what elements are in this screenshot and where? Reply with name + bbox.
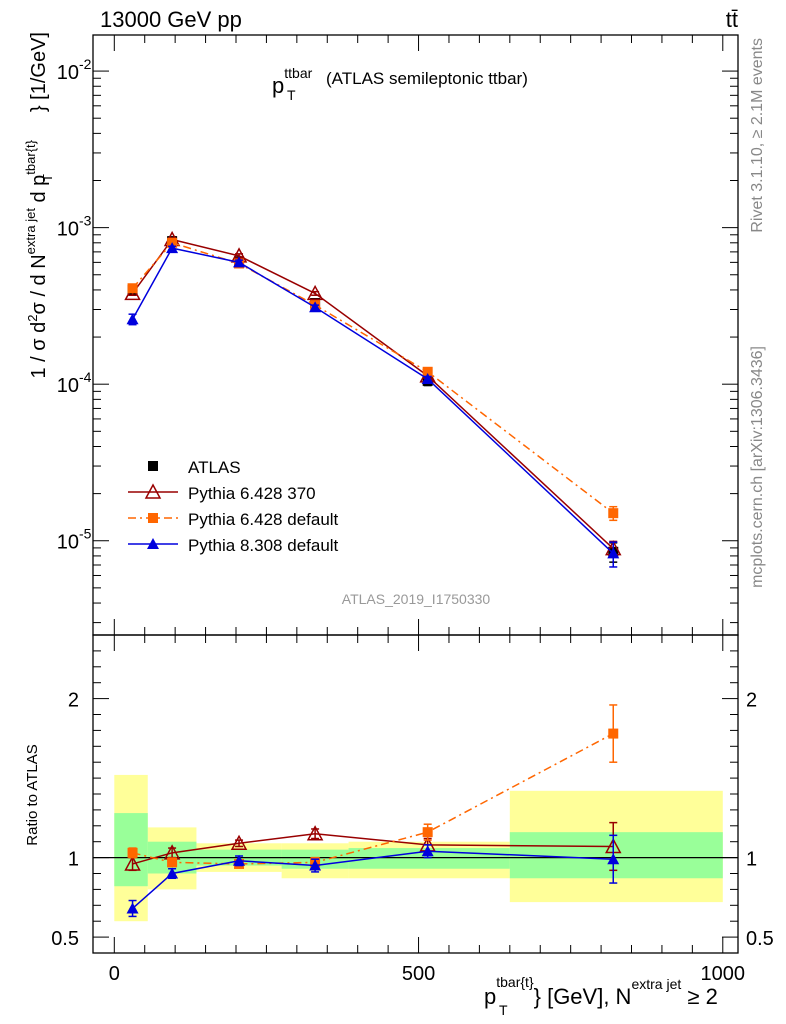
ratio-y-axis-label: Ratio to ATLAS [24, 744, 41, 845]
ratio-series-2-point [233, 854, 246, 866]
xlabel-end: ≥ 2 [681, 984, 718, 1009]
legend-marker [144, 483, 162, 499]
ylabel-c: 2 [25, 314, 40, 321]
x-axis-label: ptbar{t}} [GeV], Nextra jet ≥ 2 [484, 974, 718, 1009]
ratio-series-2-point [607, 853, 620, 865]
ratio-series-2-line [132, 850, 614, 910]
ratio-y-tick-label-right: 2 [746, 690, 757, 712]
ratio-series-0-point [124, 855, 141, 871]
analysis-label: ATLAS_2019_I1750330 [342, 591, 491, 607]
xlabel-sup: tbar{t} [496, 974, 534, 990]
ratio-series-1-point [167, 857, 178, 868]
ratio-band-green [509, 832, 723, 879]
main-series-3-point [607, 547, 620, 559]
x-tick-label: 1000 [701, 963, 746, 985]
legend-marker [148, 513, 158, 523]
main-series-1-line [131, 238, 614, 550]
main-y-axis-label: } [1/GeV] [28, 32, 50, 112]
main-series-2-point [127, 283, 138, 294]
legend-marker [148, 461, 158, 471]
ratio-series-0-line [132, 832, 614, 865]
main-title-sub: T [287, 87, 296, 103]
main-title-rest: (ATLAS semileptonic ttbar) [326, 69, 528, 88]
legend: ATLAS Pythia 6.428 370 Pythia 6.428 defaul… [128, 458, 339, 555]
ratio-y-tick-label-right: 0.5 [746, 928, 774, 950]
main-y-tick-label: 10 [57, 219, 79, 241]
legend-label: Pythia 6.428 370 [188, 484, 316, 503]
ratio-series-2-point [421, 845, 434, 857]
ratio-series-0-point [230, 834, 248, 851]
rivet-version-label: Rivet 3.1.10, ≥ 2.1M events [749, 38, 766, 233]
x-tick-label: 0 [109, 963, 120, 985]
main-series-1-point [306, 284, 324, 301]
main-y-axis-label-rest: 1 / σ d2σ / d Nextra jet d ptbar{t} [23, 139, 50, 378]
ratio-y-tick-label-left: 0.5 [51, 928, 79, 950]
main-title-sup: ttbar [284, 65, 312, 81]
ratio-series-2-point [309, 859, 322, 871]
main-y-tick-exponent: -5 [79, 526, 92, 542]
ratio-y-tick-label-left: 1 [68, 849, 79, 871]
energy-label: 13000 GeV pp [100, 7, 242, 32]
ratio-series-0-point [306, 825, 324, 841]
xlabel-p: p [484, 984, 496, 1009]
main-series-2-point [422, 366, 433, 377]
main-plot-area: 10-210-310-410-5 [57, 35, 738, 635]
ratio-series-1-point [608, 728, 619, 739]
ratio-y-tick-label-left: 2 [68, 690, 79, 712]
legend-marker [147, 538, 159, 549]
ratio-series-1-point [422, 827, 433, 838]
ratio-y-tick-label-right: 1 [746, 849, 757, 871]
ratio-series-1-point [127, 847, 138, 858]
ylabel-b: 1 / σ d [28, 322, 50, 379]
ylabel-f: d p [28, 175, 50, 208]
x-axis-label-sub: T [499, 1002, 508, 1018]
main-y-tick-label: 10 [57, 532, 79, 554]
main-y-tick-label: 10 [57, 62, 79, 84]
main-series-3-point [233, 256, 246, 268]
legend-label: Pythia 6.428 default [188, 510, 339, 529]
ylabel-d: σ / d N [28, 254, 50, 314]
ratio-series-2-point [126, 902, 139, 914]
ylabel-a: } [1/GeV] [28, 32, 50, 112]
main-y-tick-exponent: -4 [79, 369, 92, 385]
main-series-3-line [131, 247, 614, 554]
main-series-3-point [421, 372, 434, 384]
ratio-series-2-point [166, 867, 179, 879]
main-y-tick-label: 10 [57, 375, 79, 397]
x-tick-label: 500 [402, 963, 435, 985]
ylabel-g: tbar{t} [23, 139, 38, 174]
mcplots-label: mcplots.cern.ch [arXiv:1306.3436] [749, 346, 766, 588]
legend-label: Pythia 8.308 default [188, 536, 339, 555]
process-label: tt̄ [726, 7, 738, 32]
main-y-axis-label-sub: T [40, 174, 55, 182]
xlabel-sup2: extra jet [631, 976, 681, 992]
main-title: pttbar [272, 65, 313, 98]
main-series-3-point [126, 313, 139, 325]
legend-label: ATLAS [188, 458, 241, 477]
main-series-3-point [309, 301, 322, 313]
main-series-3-point [166, 242, 179, 254]
main-series-2-point [608, 508, 619, 519]
main-y-tick-exponent: -2 [79, 56, 92, 72]
main-y-tick-exponent: -3 [79, 213, 92, 229]
ylabel-e: extra jet [23, 208, 38, 255]
xlabel-rest: } [GeV], N [534, 984, 632, 1009]
main-title-p: p [272, 73, 284, 98]
